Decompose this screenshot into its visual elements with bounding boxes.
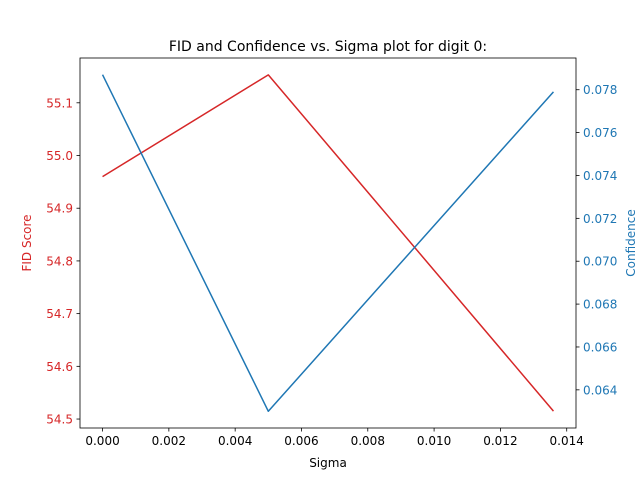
y-right-tick-label: 0.064 bbox=[583, 383, 617, 397]
y-axis-left: 54.5 54.6 54.7 54.8 54.9 55.0 55.1 bbox=[46, 96, 80, 427]
x-tick-label: 0.004 bbox=[218, 434, 252, 448]
y-left-tick-label: 55.1 bbox=[46, 96, 73, 110]
y-left-tick-label: 54.8 bbox=[46, 254, 73, 268]
y-right-tick-label: 0.068 bbox=[583, 298, 617, 312]
plot-area bbox=[101, 74, 555, 413]
y-right-tick-label: 0.066 bbox=[583, 340, 617, 354]
y-left-tick-label: 55.0 bbox=[46, 149, 73, 163]
x-tick-label: 0.010 bbox=[417, 434, 451, 448]
y-left-tick-label: 54.7 bbox=[46, 307, 73, 321]
x-tick-label: 0.012 bbox=[483, 434, 517, 448]
chart-title: FID and Confidence vs. Sigma plot for di… bbox=[169, 39, 487, 55]
y-left-tick-label: 54.9 bbox=[46, 202, 73, 216]
y-right-tick-label: 0.072 bbox=[583, 212, 617, 226]
fid-score-line bbox=[102, 74, 555, 412]
plot-frame bbox=[79, 57, 577, 429]
y-left-tick-label: 54.5 bbox=[46, 413, 73, 427]
y-axis-right-label: Confidence bbox=[624, 209, 638, 276]
x-tick-label: 0.014 bbox=[550, 434, 584, 448]
x-tick-label: 0.008 bbox=[351, 434, 385, 448]
x-tick-label: 0.006 bbox=[284, 434, 318, 448]
x-axis: 0.000 0.002 0.004 0.006 0.008 0.010 0.012 0.014 bbox=[85, 428, 584, 448]
y-right-tick-label: 0.074 bbox=[583, 169, 617, 183]
y-left-tick-label: 54.6 bbox=[46, 360, 73, 374]
x-axis-label: Sigma bbox=[309, 456, 347, 470]
x-tick-label: 0.002 bbox=[152, 434, 186, 448]
y-right-tick-label: 0.070 bbox=[583, 255, 617, 269]
y-right-tick-label: 0.076 bbox=[583, 126, 617, 140]
y-right-tick-label: 0.078 bbox=[583, 83, 617, 97]
y-axis-right: 0.064 0.066 0.068 0.070 0.072 0.074 0.076 0.078 bbox=[576, 83, 617, 397]
x-tick-label: 0.000 bbox=[85, 434, 119, 448]
y-axis-left-label: FID Score bbox=[20, 214, 34, 271]
confidence-line bbox=[101, 74, 555, 413]
